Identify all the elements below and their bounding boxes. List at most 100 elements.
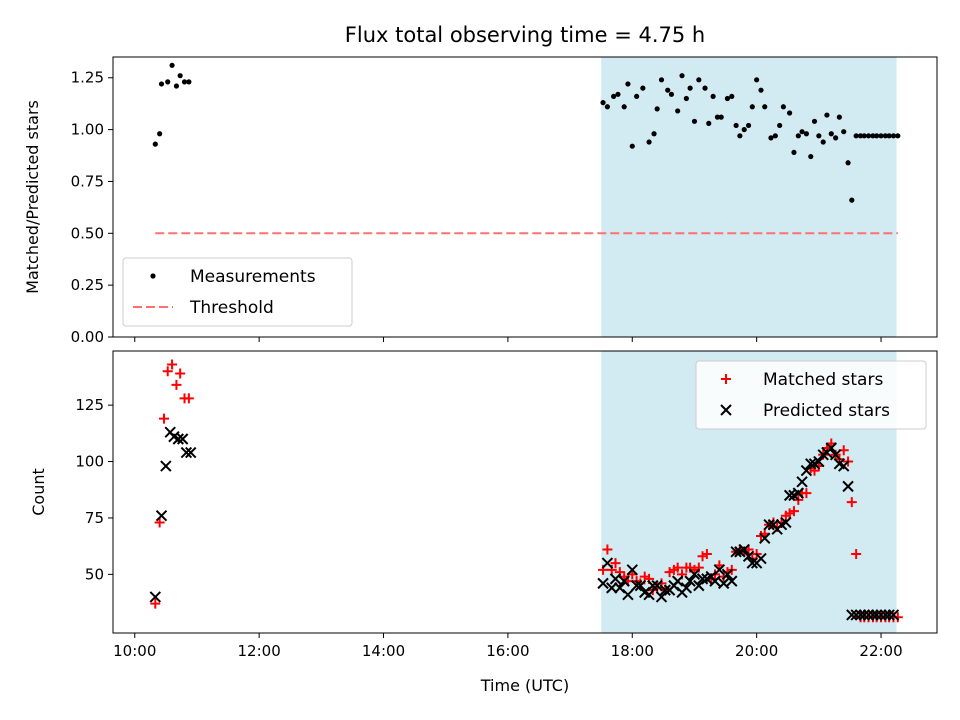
measurements-point	[803, 131, 810, 137]
predicted-stars-point	[842, 480, 854, 493]
predicted-stars-point	[879, 609, 892, 621]
predicted-stars-point	[870, 609, 883, 621]
measurements-point	[808, 153, 814, 160]
counts-panel: 10:00 12:00 14:00 16:00 18:00 20:00 22:00 50 75 1…	[29, 350, 938, 660]
y-axis-label: Matched/Predicted stars	[23, 100, 42, 294]
measurements-point	[882, 133, 888, 139]
measurements-point	[799, 129, 805, 135]
predicted-stars-point	[185, 446, 197, 459]
measurements-point	[152, 141, 158, 147]
measurements-point	[169, 62, 175, 68]
predicted-stars-point	[838, 460, 850, 472]
predicted-stars-point	[780, 516, 792, 529]
measurements-point	[724, 95, 731, 102]
matched-stars-point	[171, 379, 182, 390]
legend-label: Matched stars	[763, 370, 883, 390]
measurements-point	[811, 118, 818, 124]
predicted-stars-point	[155, 509, 168, 522]
matched-stars-point	[701, 549, 712, 560]
matched-stars-point	[664, 567, 675, 578]
measurements-point	[762, 104, 768, 110]
plot-frame	[112, 350, 938, 634]
predicted-stars-point	[160, 460, 172, 472]
y-tick-label: 0.25	[71, 276, 104, 294]
measurements-point	[658, 77, 665, 83]
measurements-point	[828, 131, 834, 137]
x-tick-label: 20:00	[735, 642, 778, 660]
measurements-point	[890, 133, 897, 139]
x-tick-label: 16:00	[486, 642, 529, 660]
measurements-point	[777, 122, 783, 129]
measurements-point	[820, 139, 826, 145]
predicted-stars-point	[875, 609, 887, 621]
predicted-stars-point	[659, 584, 671, 596]
predicted-stars-point	[634, 579, 647, 592]
measurements-point	[625, 81, 631, 87]
legend-label: Measurements	[190, 267, 316, 287]
measurements-point	[706, 120, 712, 126]
measurements-point	[861, 133, 867, 139]
measurements-point	[841, 129, 847, 135]
legend-marker	[720, 404, 732, 416]
predicted-stars-point	[680, 582, 693, 594]
predicted-stars-point	[622, 588, 634, 601]
matched-stars-point	[162, 366, 173, 377]
measurements-point	[874, 133, 880, 139]
measurements-point	[780, 104, 786, 110]
measurements-point	[754, 77, 760, 83]
predicted-stars-point	[176, 433, 189, 445]
measurements-point	[611, 93, 617, 100]
x-tick-label: 12:00	[238, 642, 281, 660]
measurements-point	[853, 133, 859, 139]
y-tick-label: 0.00	[71, 328, 104, 346]
legend-label: Predicted stars	[763, 401, 890, 421]
measurements-point	[791, 149, 797, 156]
x-tick-label: 22:00	[859, 642, 902, 660]
chart-title: Flux total observing time = 4.75 h	[345, 23, 705, 47]
measurements-point	[181, 79, 188, 85]
measurements-point	[665, 87, 671, 93]
measurements-point	[621, 104, 627, 110]
measurements-point	[696, 77, 702, 83]
legend-marker	[721, 374, 731, 384]
legend-marker	[150, 273, 156, 279]
measurements-point	[710, 93, 716, 100]
predicted-stars-point	[713, 564, 726, 576]
measurements-point	[824, 112, 830, 118]
predicted-stars-point	[746, 557, 759, 569]
measurements-point	[679, 73, 685, 79]
x-axis-label: Time (UTC)	[480, 676, 569, 695]
predicted-stars-point	[618, 575, 630, 587]
measurements-point	[849, 197, 855, 203]
measurements-point	[758, 87, 764, 93]
measurements-point	[691, 118, 698, 124]
predicted-stars-point	[180, 446, 193, 459]
legend: Measurements Threshold	[122, 257, 353, 327]
y-tick-label: 1.25	[71, 69, 104, 87]
predicted-stars-point	[601, 557, 614, 569]
measurements-point	[768, 135, 774, 141]
measurements-point	[634, 93, 640, 100]
measurements-point	[857, 133, 864, 139]
measurements-point	[865, 133, 872, 139]
measurements-point	[600, 100, 606, 106]
predicted-stars-point	[883, 609, 895, 621]
measurements-point	[718, 114, 724, 120]
measurements-point	[675, 108, 681, 114]
y-tick-label: 1.00	[71, 121, 104, 139]
measurements-point	[702, 85, 708, 91]
measurements-point	[683, 95, 689, 102]
measurements-point	[729, 93, 735, 100]
predicted-stars-point	[696, 573, 709, 585]
y-tick-label: 100	[75, 453, 104, 471]
predicted-stars-point	[887, 609, 900, 621]
measurements-point	[745, 122, 752, 129]
matched-stars-point	[846, 497, 857, 508]
predicted-stars-point	[825, 442, 837, 454]
measurements-point	[845, 160, 851, 166]
y-tick-label: 75	[85, 509, 104, 527]
predicted-stars-point	[763, 519, 775, 531]
measurements-point	[640, 85, 646, 91]
measurements-point	[646, 139, 652, 145]
